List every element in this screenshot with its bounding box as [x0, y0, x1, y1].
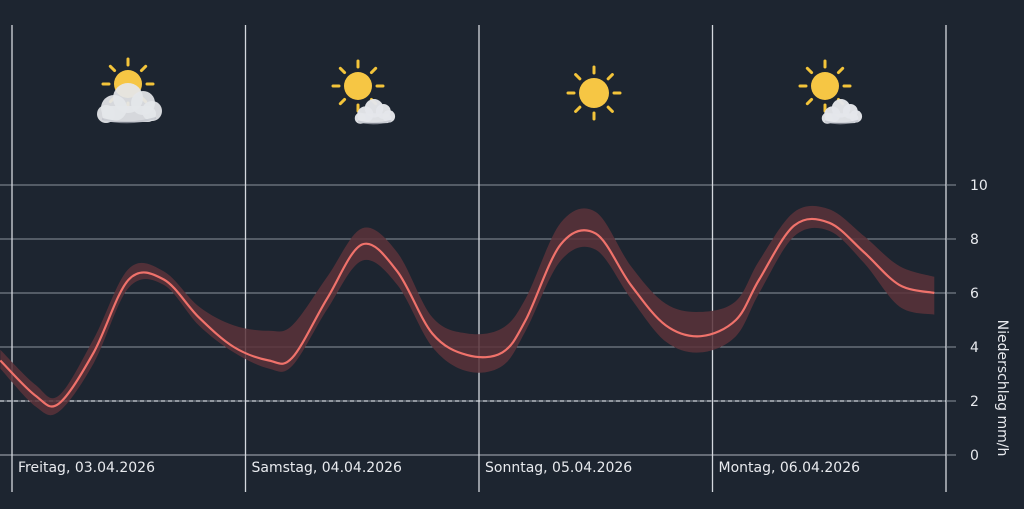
day-label-3: Montag, 06.04.2026: [719, 460, 861, 476]
day-label-2: Sonntag, 05.04.2026: [485, 460, 632, 476]
grid-layer: [0, 25, 947, 492]
precipitation-line: [0, 217, 935, 408]
line-layer: [0, 217, 935, 408]
y-tick-label-2: 2: [970, 394, 979, 410]
band-layer: [0, 205, 935, 416]
icon-layer: [97, 57, 863, 125]
sun-behind-cloud-icon: [97, 57, 162, 124]
axis-layer: 0 2 4 6 8 10 Freitag, 03.04.2026 Samstag, 04.04…: [18, 178, 988, 476]
y-tick-label-10: 10: [970, 178, 988, 194]
y-tick-label-6: 6: [970, 286, 979, 302]
y-tick-label-4: 4: [970, 340, 979, 356]
y-tick-label-8: 8: [970, 232, 979, 248]
day-label-1: Samstag, 04.04.2026: [252, 460, 403, 476]
y-tick-label-0: 0: [970, 448, 979, 464]
y-axis-title: Niederschlag mm/h: [994, 320, 1010, 457]
confidence-band: [0, 205, 935, 416]
day-label-0: Freitag, 03.04.2026: [18, 460, 155, 476]
sun-icon: [566, 65, 622, 121]
sun-small-cloud-icon: [798, 59, 863, 125]
sun-small-cloud-icon: [331, 59, 396, 125]
